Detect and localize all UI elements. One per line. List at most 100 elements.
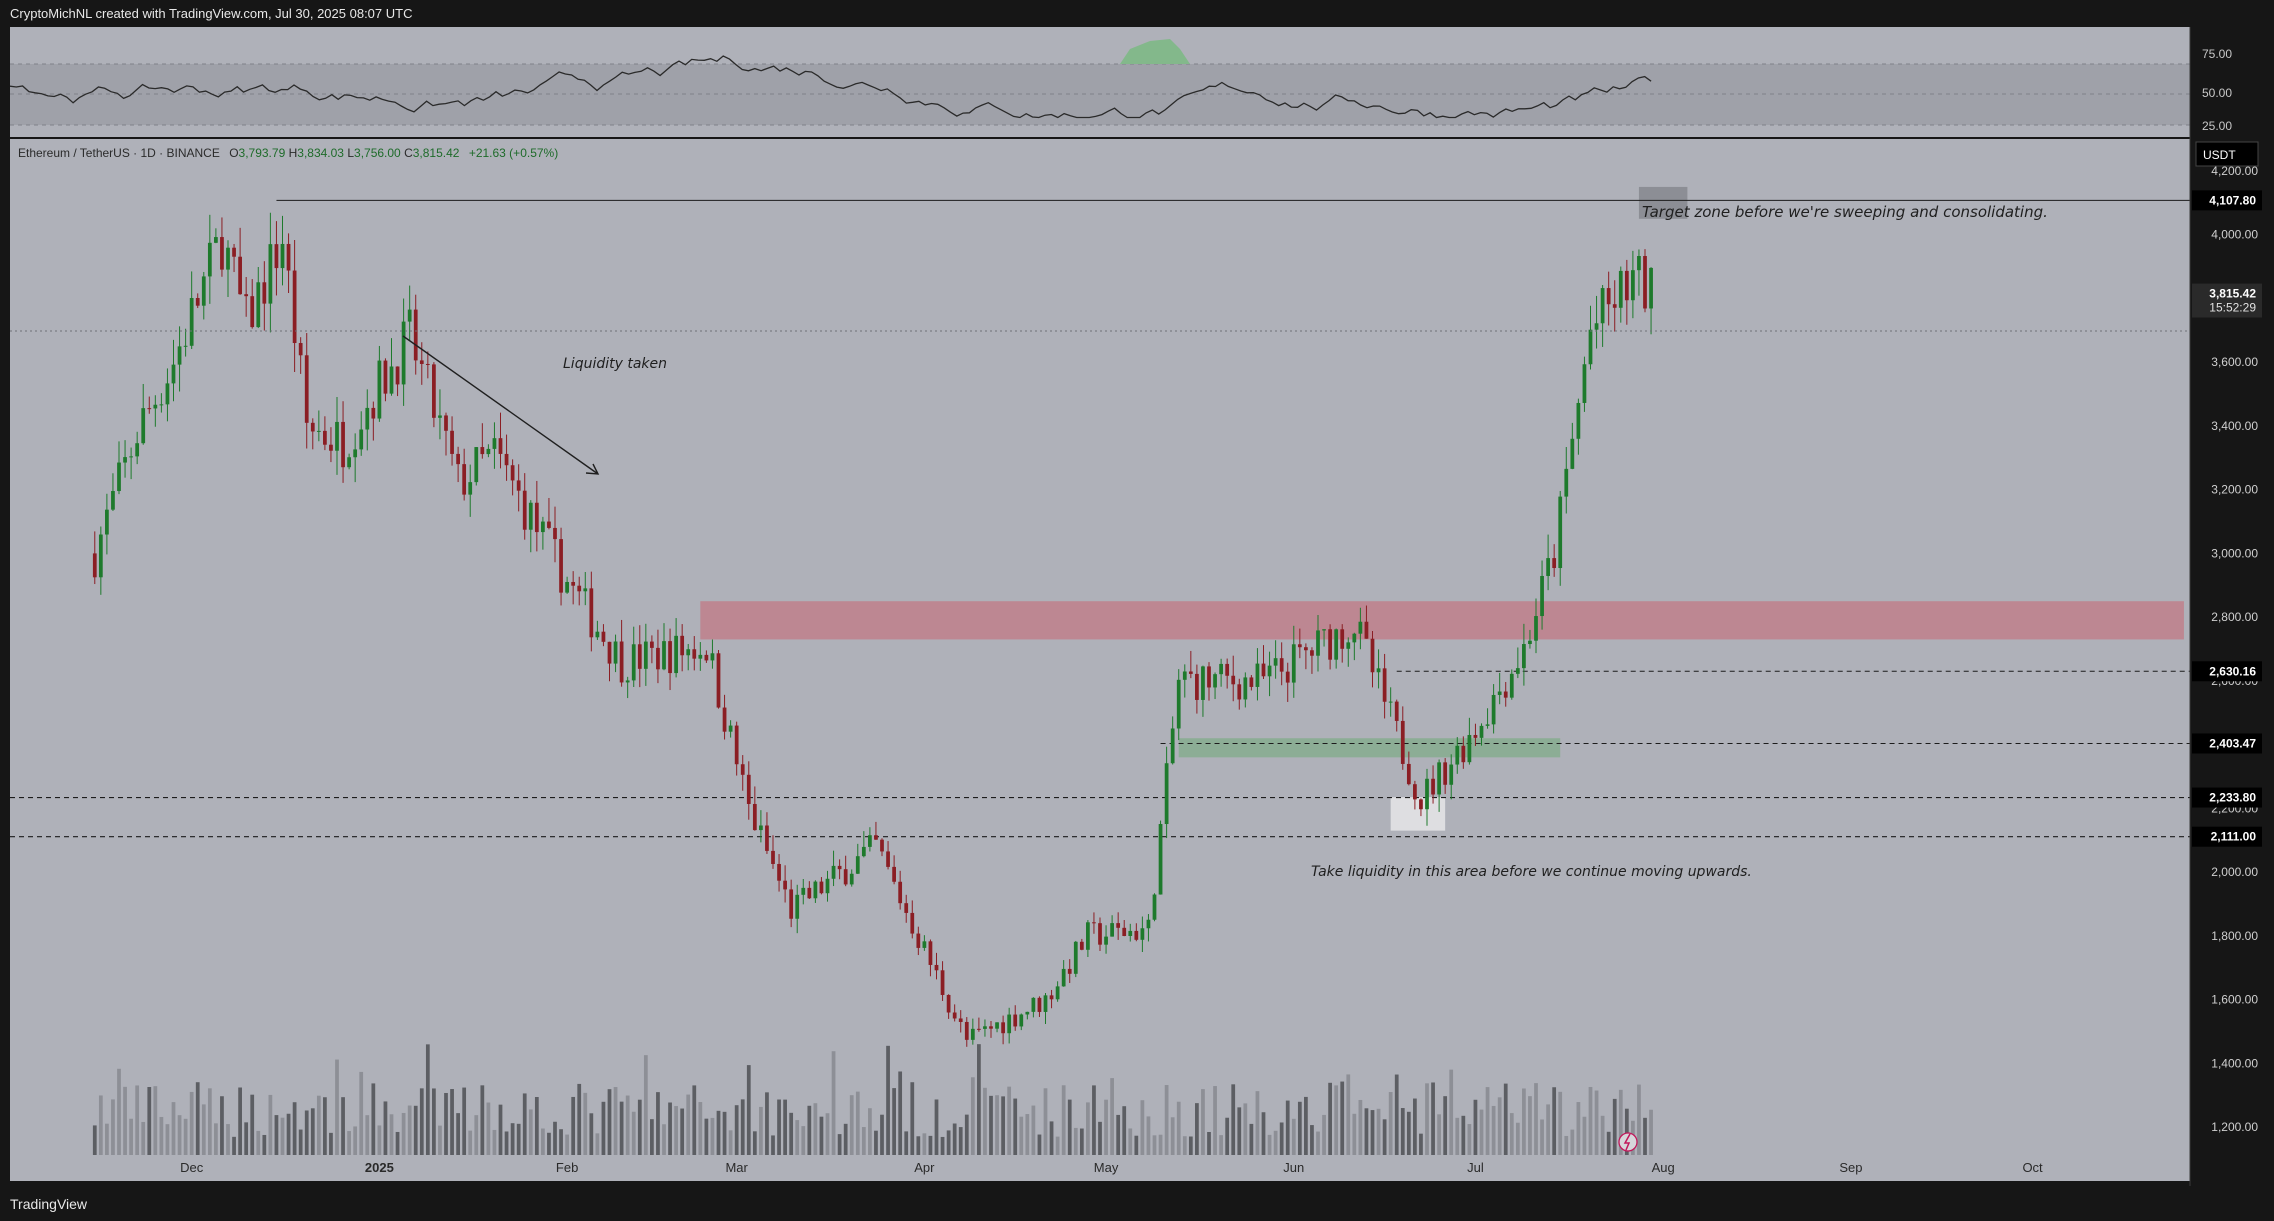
candle-body: [1273, 658, 1278, 666]
candle-body: [304, 355, 309, 423]
volume-bar: [1570, 1129, 1575, 1155]
currency-badge[interactable]: USDT: [2195, 141, 2259, 167]
candle-body: [704, 654, 709, 661]
volume-bar: [631, 1111, 636, 1155]
volume-bar: [304, 1110, 309, 1155]
volume-bar: [1346, 1074, 1351, 1155]
candle-body: [1285, 671, 1290, 683]
volume-bar: [1334, 1085, 1339, 1155]
candle-body: [1261, 663, 1266, 677]
currency-badge-text: USDT: [2203, 148, 2236, 162]
volume-bar: [1497, 1097, 1502, 1155]
price-badge-bg: [2192, 661, 2262, 682]
volume-bar: [680, 1108, 685, 1155]
volume-bar: [401, 1112, 406, 1155]
volume-bar: [1291, 1118, 1296, 1155]
volume-bar: [534, 1097, 539, 1155]
candle-body: [752, 803, 757, 831]
volume-bar: [577, 1083, 582, 1155]
candle-body: [310, 422, 315, 432]
volume-bar: [1164, 1085, 1169, 1155]
volume-bar: [1382, 1119, 1387, 1155]
price-tick-label: 2,000.00: [2211, 865, 2258, 879]
candle-body: [256, 282, 261, 328]
candle-body: [498, 438, 503, 454]
candle-body: [274, 244, 279, 269]
volume-bar: [1079, 1128, 1084, 1155]
volume-bar: [486, 1102, 491, 1155]
candle-body: [323, 430, 327, 445]
candle-body: [1376, 668, 1381, 673]
volume-bar: [395, 1131, 400, 1155]
volume-bar: [607, 1089, 612, 1155]
candle-body: [1643, 256, 1647, 309]
candle-body: [135, 443, 140, 457]
volume-bar: [892, 1088, 896, 1155]
volume-bar: [323, 1097, 327, 1155]
price-badge-bg: [2192, 733, 2262, 754]
candle-body: [1437, 762, 1441, 795]
candle-body: [686, 649, 691, 656]
candle-body: [419, 360, 424, 364]
volume-bar: [977, 1044, 981, 1155]
candle-body: [1413, 784, 1417, 800]
volume-bar: [474, 1115, 479, 1155]
volume-bar: [1031, 1105, 1036, 1155]
volume-bar: [1479, 1109, 1484, 1155]
price-tick-label: 1,800.00: [2211, 929, 2258, 943]
candle-body: [1019, 1014, 1024, 1027]
candle-body: [1134, 930, 1139, 940]
volume-bar: [232, 1136, 236, 1155]
volume-bar: [1637, 1084, 1641, 1155]
candle-body: [807, 887, 812, 899]
candle-body: [1310, 650, 1314, 656]
resistance-zone: [700, 601, 2184, 640]
alert-icon[interactable]: [1618, 1132, 1638, 1152]
candle-body: [983, 1026, 987, 1029]
volume-bar: [141, 1121, 146, 1155]
price-tick-label: 2,800.00: [2211, 610, 2258, 624]
candle-body: [1382, 668, 1387, 702]
volume-bar: [371, 1083, 376, 1155]
candle-body: [292, 270, 297, 344]
candle-body: [1570, 438, 1575, 469]
candle-body: [105, 509, 109, 535]
candle-body: [528, 502, 533, 530]
candle-body: [220, 237, 224, 270]
volume-bar: [837, 1134, 842, 1155]
candle-body: [1086, 922, 1090, 950]
volume-bar: [734, 1105, 739, 1155]
candle-body: [880, 839, 884, 852]
volume-bar: [383, 1101, 388, 1155]
volume-bar: [1249, 1123, 1254, 1155]
volume-bar: [625, 1095, 630, 1155]
main-pane: [10, 139, 2190, 1181]
volume-bar: [171, 1102, 176, 1155]
time-tick-label: 2025: [365, 1160, 394, 1175]
candle-body: [861, 846, 866, 857]
liquidity-arrow-head: [585, 463, 600, 475]
candle-body: [432, 364, 436, 418]
price-axis: [2190, 27, 2274, 1186]
rsi-tick-label: 25.00: [2202, 119, 2232, 133]
volume-bar: [1055, 1136, 1060, 1155]
volume-bar: [553, 1121, 557, 1155]
rsi-tick-label: 75.00: [2202, 47, 2232, 61]
volume-bar: [813, 1103, 818, 1155]
volume-bar: [783, 1099, 787, 1155]
candle-body: [189, 298, 194, 346]
volume-bar: [1243, 1103, 1248, 1155]
volume-bar: [292, 1102, 297, 1155]
volume-bar: [1431, 1082, 1435, 1155]
volume-bar: [1182, 1136, 1187, 1155]
candle-body: [1419, 799, 1423, 810]
volume-bar: [964, 1114, 969, 1155]
volume-bar: [1116, 1114, 1121, 1155]
candle-body: [1485, 724, 1490, 726]
volume-bar: [716, 1110, 721, 1155]
price-chart[interactable]: 1,200.00 1,400.00 1,600.00 1,800.00 2,000.00…: [0, 27, 2274, 1186]
candle-body: [268, 244, 273, 304]
volume-bar: [910, 1082, 915, 1155]
volume-bar: [450, 1089, 454, 1155]
candle-body: [1098, 923, 1102, 945]
